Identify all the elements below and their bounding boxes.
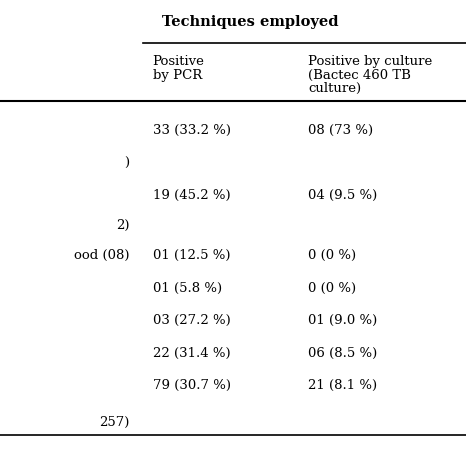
Text: 257): 257) <box>99 416 130 429</box>
Text: 03 (27.2 %): 03 (27.2 %) <box>152 314 230 327</box>
Text: 04 (9.5 %): 04 (9.5 %) <box>308 189 377 202</box>
Text: 01 (5.8 %): 01 (5.8 %) <box>152 281 222 295</box>
Text: 21 (8.1 %): 21 (8.1 %) <box>308 379 377 392</box>
Text: 01 (12.5 %): 01 (12.5 %) <box>152 249 230 262</box>
Text: 01 (9.0 %): 01 (9.0 %) <box>308 314 377 327</box>
Text: 19 (45.2 %): 19 (45.2 %) <box>152 189 230 202</box>
Text: (Bactec 460 TB: (Bactec 460 TB <box>308 69 411 82</box>
Text: by PCR: by PCR <box>152 69 202 82</box>
Text: 33 (33.2 %): 33 (33.2 %) <box>152 124 231 137</box>
Text: 08 (73 %): 08 (73 %) <box>308 124 373 137</box>
Text: Positive: Positive <box>152 55 205 68</box>
Text: 0 (0 %): 0 (0 %) <box>308 281 356 295</box>
Text: 79 (30.7 %): 79 (30.7 %) <box>152 379 231 392</box>
Text: culture): culture) <box>308 82 362 96</box>
Text: 0 (0 %): 0 (0 %) <box>308 249 356 262</box>
Text: ): ) <box>124 157 130 170</box>
Text: Techniques employed: Techniques employed <box>162 15 338 29</box>
Text: 22 (31.4 %): 22 (31.4 %) <box>152 347 230 359</box>
Text: 06 (8.5 %): 06 (8.5 %) <box>308 347 377 359</box>
Text: ood (08): ood (08) <box>74 249 130 262</box>
Text: Positive by culture: Positive by culture <box>308 55 432 68</box>
Text: 2): 2) <box>116 219 130 232</box>
